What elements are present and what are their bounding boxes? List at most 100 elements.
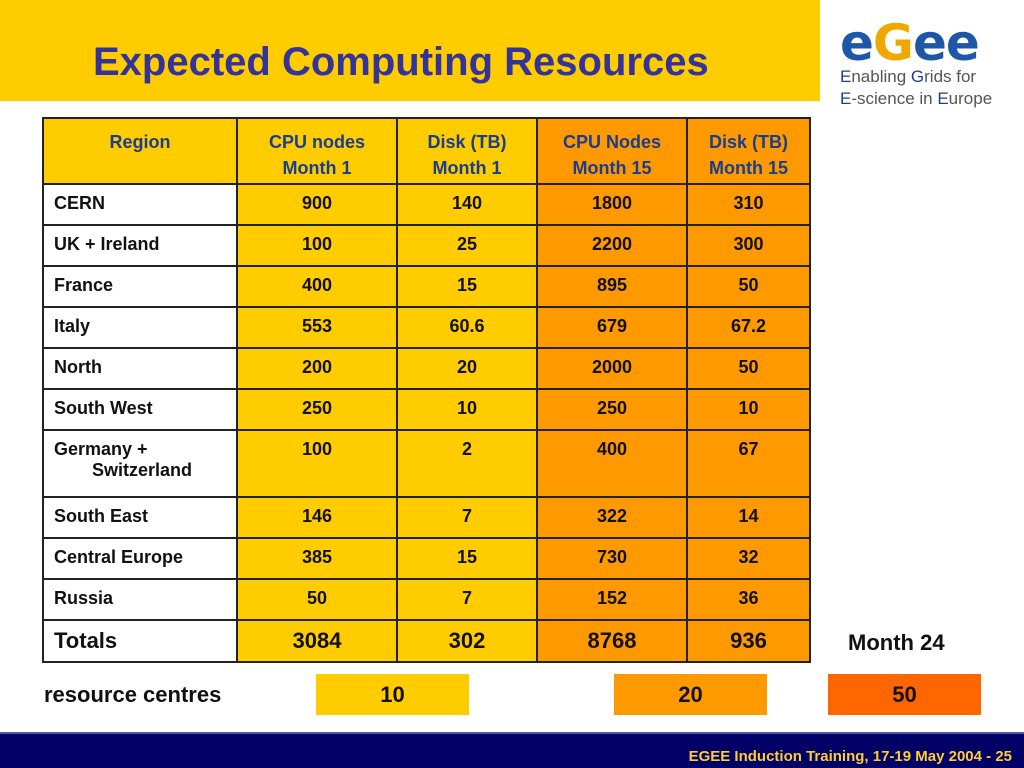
cell-region: South West (42, 388, 238, 431)
logo-tagline-2: E-science in Europe (840, 89, 993, 108)
table-row: Russia 50 7 152 36 (42, 578, 811, 621)
cell-disk1: 10 (396, 388, 538, 431)
table-row: Central Europe 385 15 730 32 (42, 537, 811, 580)
cell-cpu1: 250 (236, 388, 398, 431)
cell-cpu1: 900 (236, 183, 398, 226)
cell-cpu1: 100 (236, 429, 398, 498)
table-header-row: Region CPU nodes Month 1 Disk (TB) Month 1… (42, 117, 811, 185)
cell-region: France (42, 265, 238, 308)
cell-cpu15: 152 (536, 578, 688, 621)
table-row: South East 146 7 322 14 (42, 496, 811, 539)
cell-disk15: 50 (686, 265, 811, 308)
region-name: Russia (54, 588, 114, 608)
resource-centres-month24: 50 (828, 674, 981, 715)
cell-disk15: 310 (686, 183, 811, 226)
resource-centres-month15: 20 (614, 674, 767, 715)
cell-region: North (42, 347, 238, 390)
resources-table: Region CPU nodes Month 1 Disk (TB) Month 1… (42, 117, 811, 663)
totals-row: Totals 3084 302 8768 936 (42, 619, 811, 663)
cell-disk1: 7 (396, 578, 538, 621)
cell-region: South East (42, 496, 238, 539)
cell-region: UK + Ireland (42, 224, 238, 267)
cell-disk15: 300 (686, 224, 811, 267)
totals-cpu-month15: 8768 (536, 619, 688, 663)
cell-disk1: 15 (396, 265, 538, 308)
header-disk-month1: Disk (TB) Month 1 (396, 117, 538, 185)
region-name: North (54, 357, 102, 377)
cell-cpu15: 2200 (536, 224, 688, 267)
egee-logo: eGee Enabling Grids for E-science in Eur… (840, 18, 1020, 120)
cell-cpu15: 400 (536, 429, 688, 498)
footer-bar: EGEE Induction Training, 17-19 May 2004 … (0, 732, 1024, 768)
cell-disk1: 7 (396, 496, 538, 539)
header-region: Region (42, 117, 238, 185)
table-row: South West 250 10 250 10 (42, 388, 811, 431)
region-name-line2: Switzerland (92, 460, 193, 480)
cell-cpu1: 200 (236, 347, 398, 390)
slide-title: Expected Computing Resources (93, 40, 709, 84)
cell-disk1: 25 (396, 224, 538, 267)
region-name: Germany + (54, 439, 148, 459)
region-name: Italy (54, 316, 91, 336)
cell-disk1: 15 (396, 537, 538, 580)
cell-disk15: 67.2 (686, 306, 811, 349)
logo-mark-g: G (872, 14, 914, 72)
header-disk-month15: Disk (TB) Month 15 (686, 117, 811, 185)
egee-logo-mark: eGee (840, 18, 1020, 68)
resource-centres-label: resource centres (44, 682, 222, 707)
region-name: Central Europe (54, 547, 184, 567)
region-name: South East (54, 506, 149, 526)
cell-cpu15: 250 (536, 388, 688, 431)
cell-cpu1: 400 (236, 265, 398, 308)
cell-disk1: 140 (396, 183, 538, 226)
cell-region: Italy (42, 306, 238, 349)
header-cpu-month15: CPU Nodes Month 15 (536, 117, 688, 185)
cell-cpu15: 730 (536, 537, 688, 580)
cell-cpu15: 2000 (536, 347, 688, 390)
cell-region: Russia (42, 578, 238, 621)
totals-label: Totals (42, 619, 238, 663)
cell-region: CERN (42, 183, 238, 226)
cell-cpu15: 322 (536, 496, 688, 539)
totals-cpu-month1: 3084 (236, 619, 398, 663)
cell-disk1: 2 (396, 429, 538, 498)
cell-cpu1: 50 (236, 578, 398, 621)
cell-cpu1: 385 (236, 537, 398, 580)
cell-cpu1: 100 (236, 224, 398, 267)
region-name: France (54, 275, 114, 295)
logo-tagline-1: Enabling Grids for (840, 67, 977, 86)
cell-disk15: 32 (686, 537, 811, 580)
table-row: Germany + Switzerland 100 2 400 67 (42, 429, 811, 498)
cell-disk15: 14 (686, 496, 811, 539)
cell-region: Central Europe (42, 537, 238, 580)
resource-centres-month1: 10 (316, 674, 469, 715)
header-cpu-month1: CPU nodes Month 1 (236, 117, 398, 185)
totals-disk-month15: 936 (686, 619, 811, 663)
cell-disk1: 20 (396, 347, 538, 390)
logo-mark-e: e (840, 14, 874, 72)
cell-disk1: 60.6 (396, 306, 538, 349)
table-row: France 400 15 895 50 (42, 265, 811, 308)
month24-label: Month 24 (848, 630, 945, 655)
cell-disk15: 10 (686, 388, 811, 431)
cell-region: Germany + Switzerland (42, 429, 238, 498)
logo-mark-ee: ee (912, 14, 980, 72)
region-name: CERN (54, 193, 106, 213)
cell-disk15: 67 (686, 429, 811, 498)
footer-text: EGEE Induction Training, 17-19 May 2004 … (688, 748, 1012, 765)
table-row: UK + Ireland 100 25 2200 300 (42, 224, 811, 267)
cell-cpu15: 895 (536, 265, 688, 308)
title-bar: Expected Computing Resources (0, 0, 820, 101)
cell-cpu15: 679 (536, 306, 688, 349)
cell-cpu1: 553 (236, 306, 398, 349)
cell-disk15: 50 (686, 347, 811, 390)
table-row: Italy 553 60.6 679 67.2 (42, 306, 811, 349)
table-row: CERN 900 140 1800 310 (42, 183, 811, 226)
cell-cpu1: 146 (236, 496, 398, 539)
region-name: South West (54, 398, 153, 418)
region-name: UK + Ireland (54, 234, 160, 254)
totals-disk-month1: 302 (396, 619, 538, 663)
table-row: North 200 20 2000 50 (42, 347, 811, 390)
cell-cpu15: 1800 (536, 183, 688, 226)
cell-disk15: 36 (686, 578, 811, 621)
